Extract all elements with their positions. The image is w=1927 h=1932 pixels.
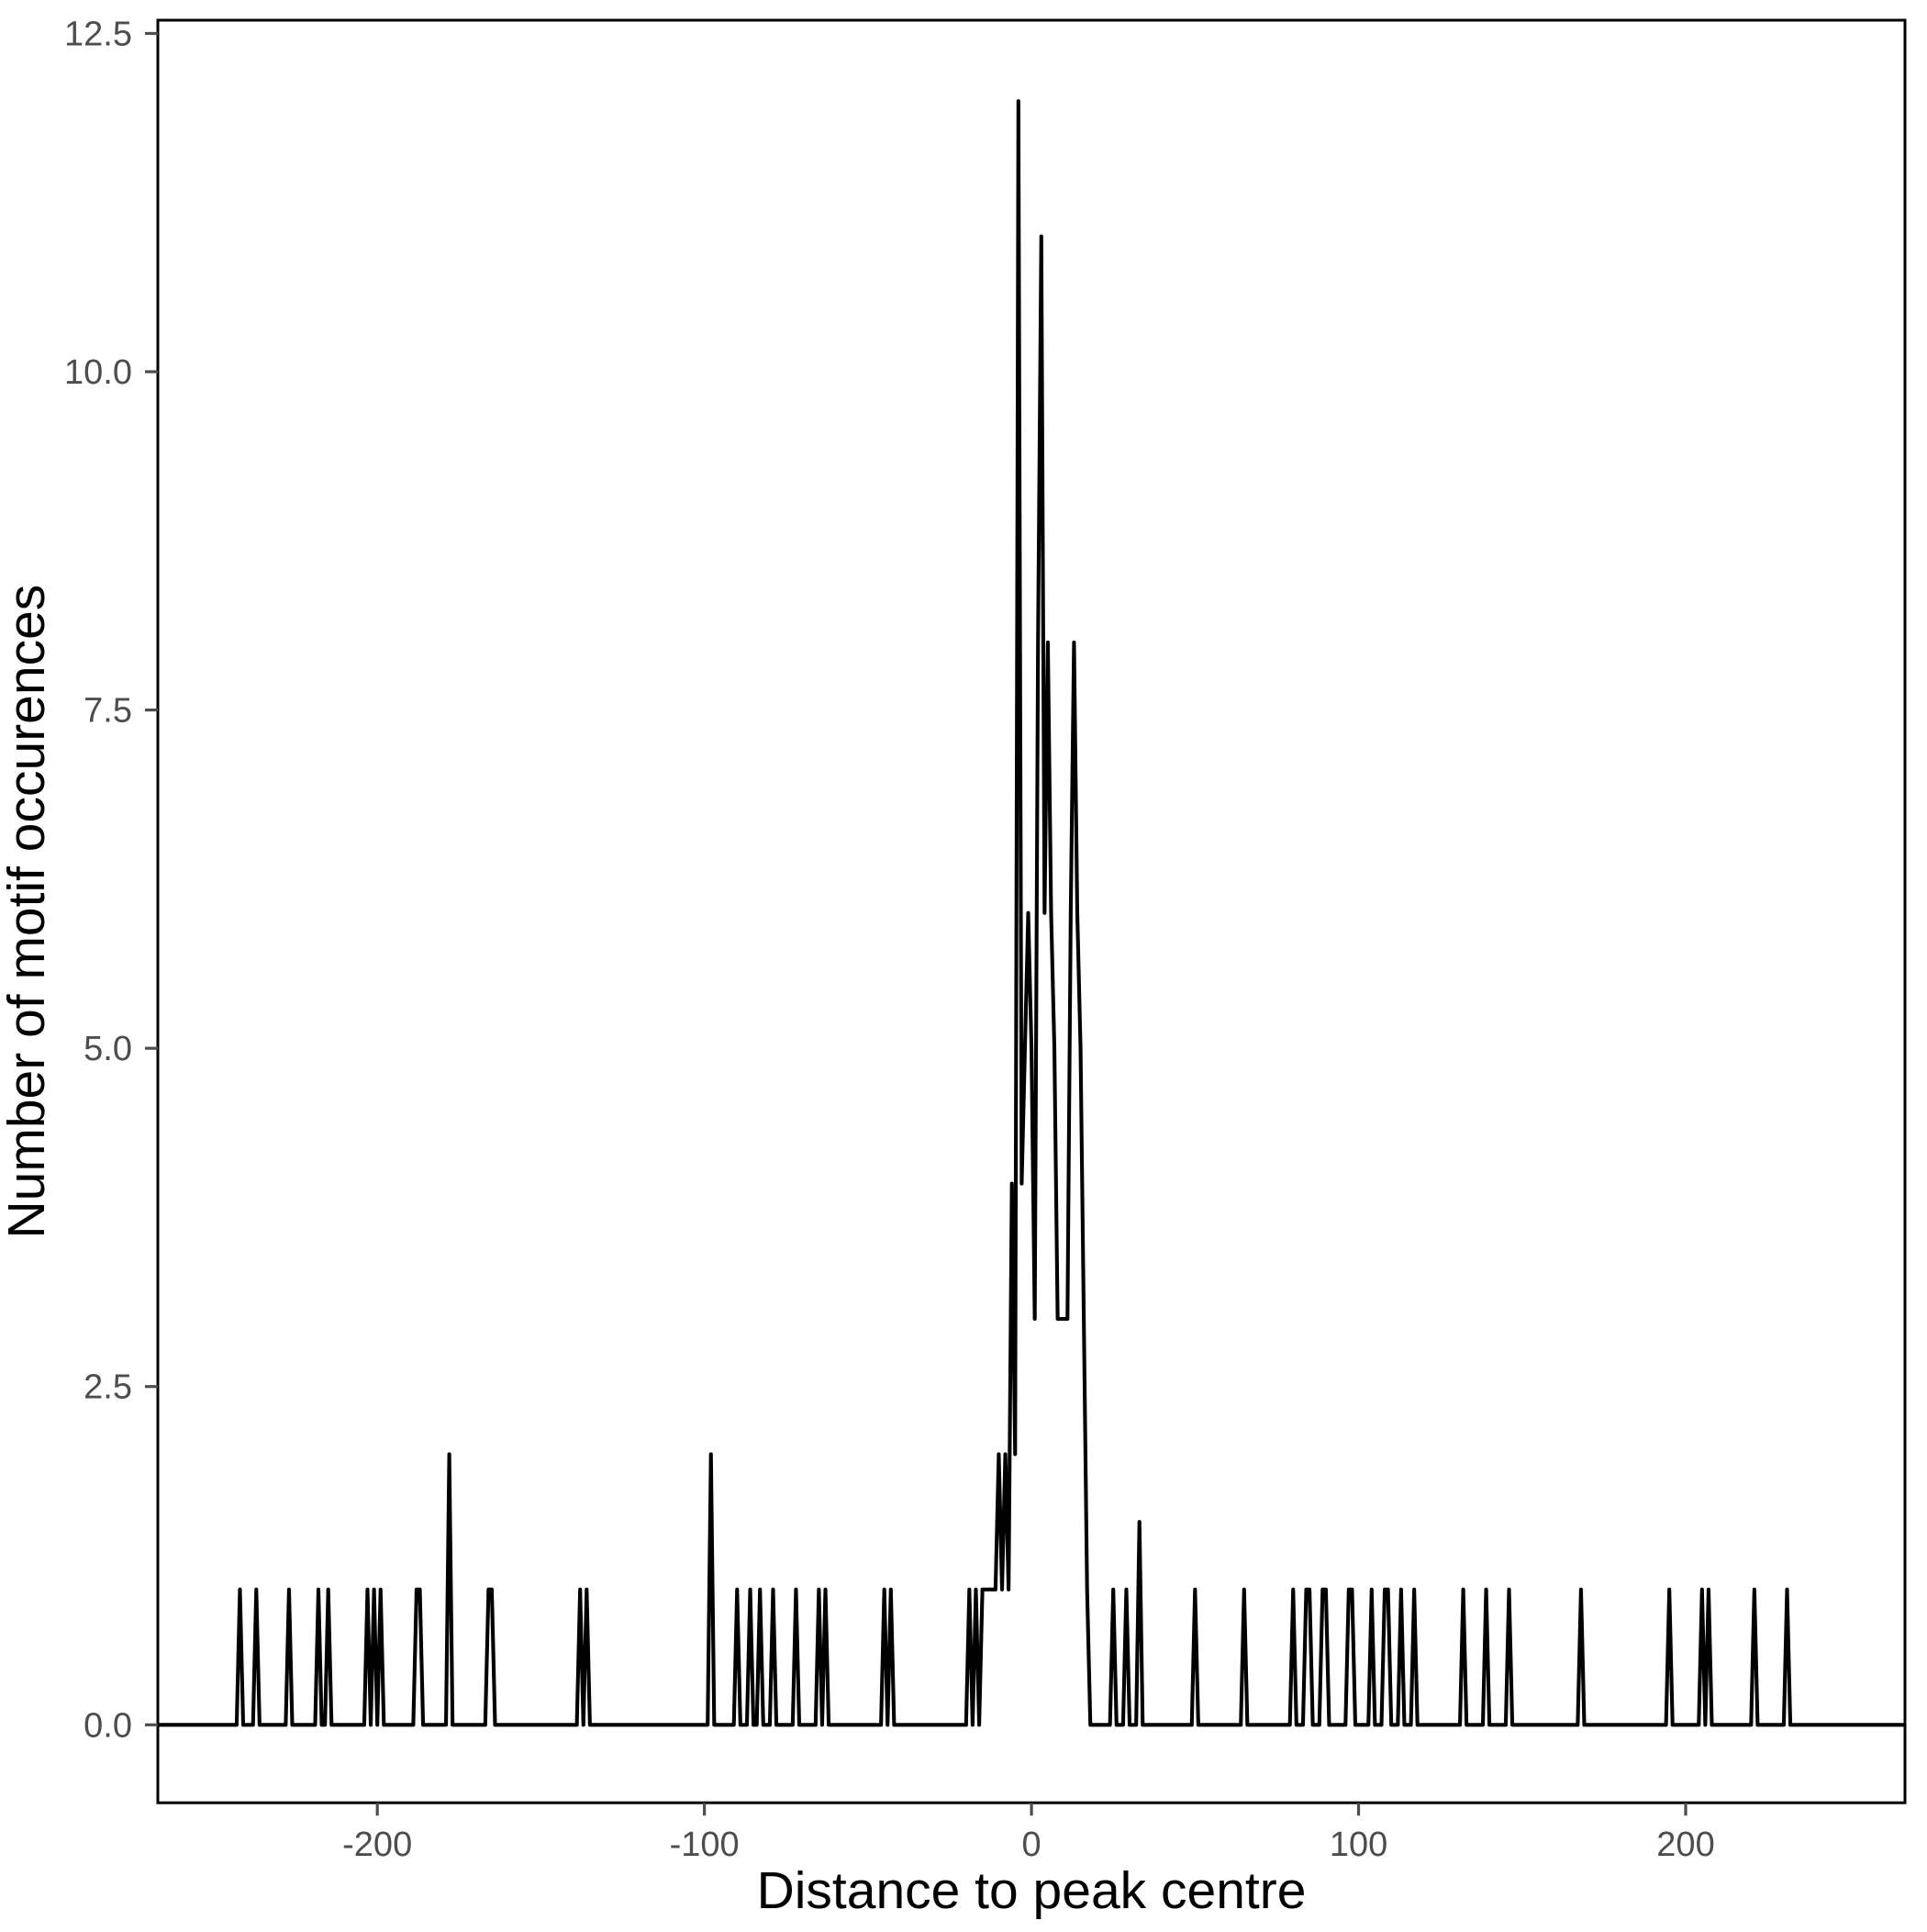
svg-text:12.5: 12.5 bbox=[64, 15, 132, 53]
svg-text:-100: -100 bbox=[670, 1826, 740, 1864]
svg-text:100: 100 bbox=[1330, 1826, 1387, 1864]
svg-text:Distance to peak centre: Distance to peak centre bbox=[757, 1861, 1307, 1920]
svg-text:2.5: 2.5 bbox=[84, 1368, 132, 1407]
svg-text:-200: -200 bbox=[342, 1826, 412, 1864]
svg-text:5.0: 5.0 bbox=[84, 1030, 132, 1068]
svg-text:7.5: 7.5 bbox=[84, 692, 132, 731]
svg-text:200: 200 bbox=[1656, 1826, 1714, 1864]
svg-text:10.0: 10.0 bbox=[64, 353, 132, 392]
svg-text:0: 0 bbox=[1022, 1826, 1041, 1864]
svg-text:Number of motif occurences: Number of motif occurences bbox=[0, 585, 56, 1239]
svg-text:0.0: 0.0 bbox=[84, 1706, 132, 1745]
